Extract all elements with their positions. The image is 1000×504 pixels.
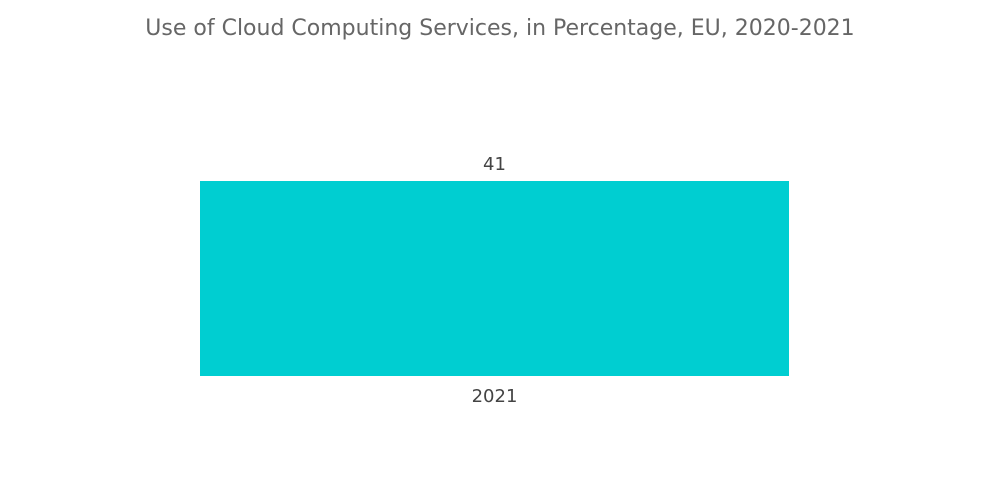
labels-group: 41 2021 (472, 154, 518, 407)
data-label-2021: 41 (483, 154, 506, 175)
bar-2021 (200, 181, 789, 376)
bars-group (200, 181, 789, 376)
chart-title: Use of Cloud Computing Services, in Perc… (145, 16, 855, 41)
x-tick-label-2021: 2021 (472, 386, 518, 407)
